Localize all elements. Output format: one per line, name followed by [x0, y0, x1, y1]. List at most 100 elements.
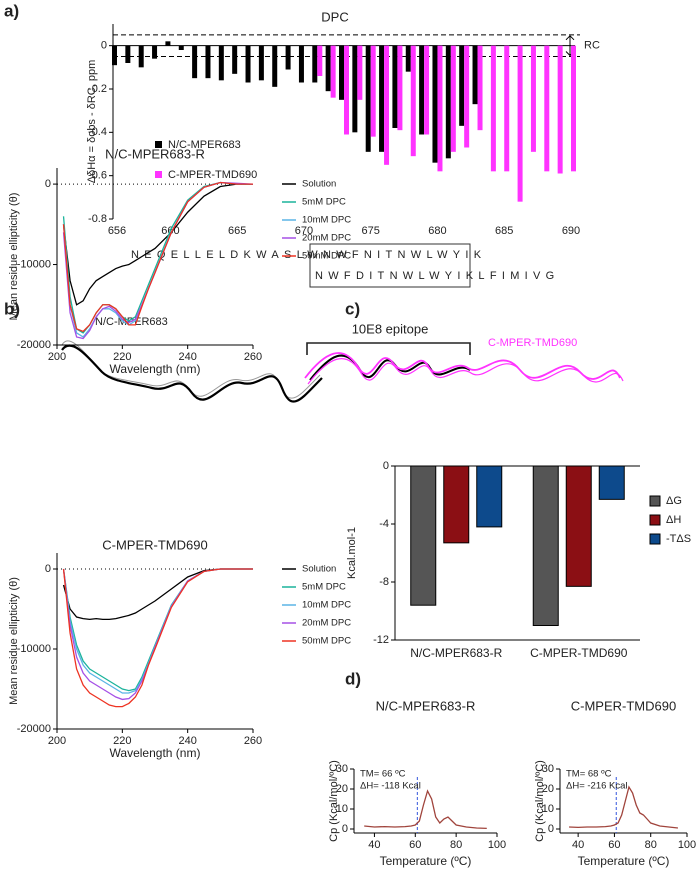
structure — [61, 340, 624, 403]
epitope-box — [309, 243, 471, 288]
y-tick-label: -10000 — [17, 643, 51, 655]
bar — [272, 45, 278, 87]
bar — [112, 45, 117, 66]
bar — [437, 45, 443, 172]
x-tick-label: 670 — [295, 225, 313, 237]
y-axis-label: Mean residue ellipticity (θ) — [8, 193, 20, 321]
panel-label: c) — [345, 299, 360, 318]
bar — [357, 45, 363, 100]
bar — [443, 465, 470, 544]
line — [62, 181, 253, 333]
bar — [397, 45, 403, 131]
y-axis-label: Cp (Kcal/mol/ºC) — [534, 760, 546, 842]
bar — [517, 45, 523, 202]
legend-label: -TΔS — [666, 533, 691, 545]
chart-title: N/C-MPER683-R — [105, 146, 205, 161]
legend-label: 10mM DPC — [302, 600, 351, 611]
x-tick-label: 60 — [608, 839, 620, 851]
y-tick-label: -20000 — [17, 723, 51, 735]
x-tick-label: N/C-MPER683-R — [410, 646, 502, 660]
bar — [384, 45, 390, 165]
x-tick-label: 80 — [450, 839, 462, 851]
bar — [370, 45, 376, 137]
y-tick-label: 10 — [336, 803, 348, 815]
bar — [477, 45, 483, 131]
x-tick-label: 260 — [244, 735, 262, 747]
structure-label: C-MPER-TMD690 — [488, 337, 577, 349]
x-axis-label: Wavelength (nm) — [110, 362, 201, 376]
x-tick-label: 240 — [178, 735, 196, 747]
bar — [178, 45, 184, 50]
legend-label: C-MPER-TMD690 — [168, 169, 257, 181]
annotation: TM= 68 ºC — [566, 769, 612, 780]
y-tick-label: -0.6 — [88, 170, 107, 182]
bar — [410, 465, 437, 606]
x-tick-label: 685 — [495, 225, 513, 237]
x-tick-label: 200 — [48, 735, 66, 747]
x-axis-label: Temperature (ºC) — [578, 854, 670, 868]
bar — [285, 45, 291, 70]
y-axis-label: Mean residue ellipticity (θ) — [8, 577, 20, 705]
bar — [544, 45, 550, 172]
legend-label: 5mM DPC — [302, 197, 346, 208]
legend-swatch — [649, 495, 661, 507]
bar — [365, 45, 371, 152]
x-tick-label: 690 — [562, 225, 580, 237]
bar — [317, 45, 323, 76]
bar — [450, 45, 456, 152]
y-tick-label: -10000 — [17, 258, 51, 270]
chart-title: DPC — [321, 9, 348, 24]
legend-label: Solution — [302, 564, 336, 575]
bar — [138, 45, 144, 68]
bar — [165, 41, 171, 46]
bar — [598, 465, 625, 500]
bar — [432, 45, 438, 163]
legend-label: ΔH — [666, 514, 681, 526]
bar — [532, 465, 559, 626]
x-tick-label: 220 — [113, 735, 131, 747]
y-axis-label: Kcal.mol-1 — [346, 527, 358, 579]
epitope-label: 10E8 epitope — [352, 321, 429, 336]
sequence: NEQELLELDKWASLWNWFNITNWLWYIK — [131, 249, 486, 261]
panel-label: b) — [4, 299, 20, 318]
bar — [472, 45, 478, 105]
bar — [464, 45, 470, 148]
bar — [459, 45, 465, 126]
x-tick-label: 220 — [113, 351, 131, 363]
line — [569, 785, 679, 829]
line — [62, 181, 253, 334]
y-tick-label: 20 — [542, 783, 554, 795]
x-tick-label: 60 — [409, 839, 421, 851]
y-tick-label: 0 — [548, 823, 554, 835]
bar — [557, 45, 563, 174]
panel-label: a) — [4, 1, 19, 20]
legend-label: 20mM DPC — [302, 618, 351, 629]
line — [62, 568, 253, 692]
y-tick-label: 0 — [383, 460, 389, 472]
bar — [352, 45, 358, 133]
bar — [298, 45, 304, 83]
legend-swatch — [649, 514, 661, 526]
legend-label: 10mM DPC — [302, 215, 351, 226]
x-tick-label: 80 — [645, 839, 657, 851]
y-tick-label: -0.4 — [88, 126, 107, 138]
bar — [152, 45, 158, 59]
bar — [405, 45, 411, 72]
y-tick-label: 10 — [542, 803, 554, 815]
x-tick-label: 40 — [368, 839, 380, 851]
x-tick-label: 200 — [48, 351, 66, 363]
bar — [232, 45, 238, 74]
bar — [530, 45, 536, 152]
x-tick-label: 40 — [572, 839, 584, 851]
y-axis-label: ΔδHα = δobs - δRC, ppm — [86, 60, 98, 183]
bar — [392, 45, 398, 128]
y-tick-label: 0 — [342, 823, 348, 835]
y-tick-label: 0 — [45, 563, 51, 575]
chart-title: C-MPER-TMD690 — [102, 537, 207, 552]
bar — [325, 45, 331, 92]
bar — [218, 45, 224, 81]
line — [62, 568, 253, 701]
y-tick-label: 30 — [542, 763, 554, 775]
legend-swatch — [155, 171, 162, 178]
x-tick-label: 100 — [678, 839, 696, 851]
